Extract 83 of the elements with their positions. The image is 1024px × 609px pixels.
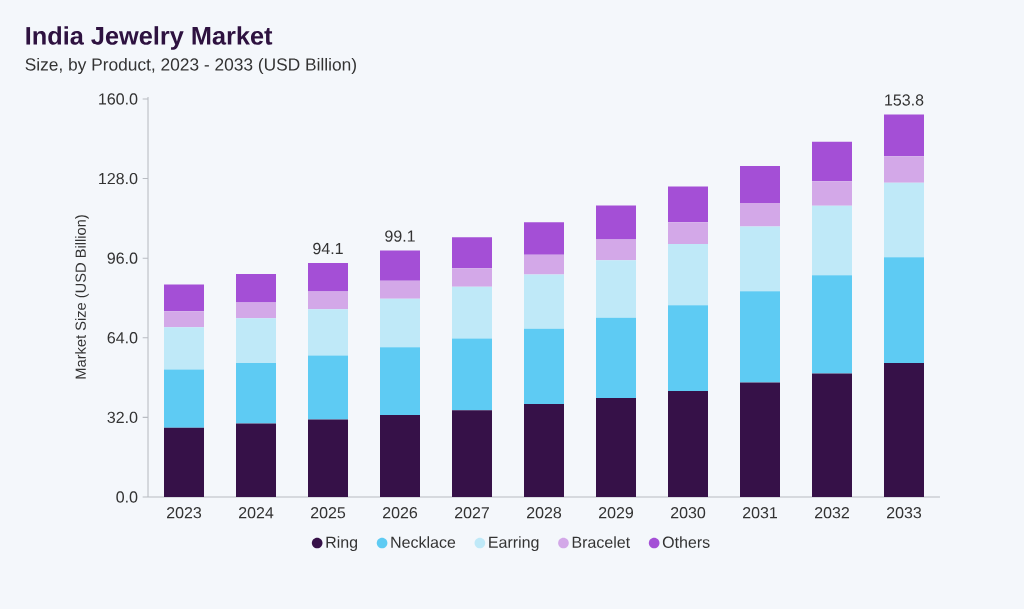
- bar: [524, 403, 564, 497]
- legend-label: Bracelet: [572, 536, 631, 548]
- bar: [452, 237, 493, 269]
- x-tick-label: 2027: [455, 507, 489, 519]
- bar: [308, 262, 349, 292]
- bar: [164, 427, 205, 497]
- legend-label: Others: [662, 536, 710, 548]
- bar: [236, 423, 276, 497]
- x-tick-label: 2033: [887, 507, 922, 519]
- y-tick-label: 128.0: [99, 172, 138, 185]
- bar: [596, 260, 636, 318]
- bar: [812, 141, 852, 182]
- bar: [740, 291, 780, 383]
- bar: [596, 239, 636, 261]
- x-tick-label: 2029: [599, 507, 634, 519]
- total-label: 153.8: [885, 94, 924, 106]
- y-tick-label: 32.0: [107, 411, 138, 424]
- bar: [524, 274, 564, 329]
- bar: [236, 302, 276, 319]
- bar: [164, 369, 205, 428]
- x-tick-label: 2032: [815, 507, 849, 519]
- bar: [164, 284, 205, 312]
- x-tick-label: 2024: [239, 507, 274, 519]
- bar: [740, 382, 780, 497]
- y-tick-label: 160.0: [99, 93, 138, 105]
- bar: [812, 373, 852, 497]
- bar: [236, 362, 276, 424]
- bar: [884, 257, 924, 363]
- bar: [812, 205, 852, 276]
- bar: [884, 362, 924, 497]
- bar: [524, 254, 564, 275]
- bar: [308, 419, 349, 497]
- bar: [596, 397, 636, 497]
- bar: [164, 327, 205, 370]
- legend-label: Necklace: [391, 536, 456, 548]
- bar: [452, 268, 493, 287]
- bar: [380, 298, 420, 348]
- bar: [812, 275, 852, 374]
- x-tick-label: 2026: [383, 507, 418, 519]
- y-tick-label: 96.0: [107, 252, 138, 264]
- bar: [308, 291, 349, 310]
- total-label: 94.1: [313, 242, 343, 255]
- bar: [884, 182, 924, 258]
- x-tick-label: 2028: [527, 507, 562, 519]
- bar: [668, 222, 708, 244]
- bar: [236, 318, 276, 363]
- bar: [668, 244, 708, 306]
- bar: [812, 181, 852, 206]
- bar: [308, 355, 349, 420]
- bar: [380, 347, 420, 415]
- bar: [452, 338, 493, 411]
- bar: [740, 165, 780, 203]
- legend-label: Ring: [326, 536, 358, 552]
- bar: [668, 305, 708, 392]
- bar: [236, 274, 276, 303]
- bar: [524, 328, 564, 404]
- bar: [596, 205, 636, 240]
- bar: [164, 311, 205, 328]
- y-tick-label: 0.0: [116, 491, 138, 503]
- bar: [740, 202, 780, 227]
- legend-label: Earring: [489, 536, 539, 552]
- x-tick-label: 2025: [311, 507, 346, 519]
- bar: [524, 222, 564, 255]
- bar: [884, 156, 924, 183]
- bar: [452, 286, 493, 339]
- x-tick-label: 2023: [167, 507, 202, 519]
- y-tick-label: 64.0: [107, 332, 138, 344]
- x-tick-label: 2031: [743, 507, 778, 519]
- bar: [308, 309, 349, 356]
- bar: [452, 410, 493, 497]
- bar: [380, 280, 420, 299]
- chart-title: India Jewelry Market: [26, 26, 273, 50]
- bar: [380, 250, 420, 281]
- chart-subtitle: Size, by Product, 2023 - 2033 (USD Billion): [25, 57, 356, 75]
- bar: [380, 414, 420, 497]
- y-axis-title: Market Size (USD Billion): [75, 215, 89, 379]
- bar: [668, 391, 708, 497]
- bar: [884, 114, 924, 157]
- total-label: 99.1: [385, 230, 415, 242]
- bar: [596, 317, 636, 398]
- x-tick-label: 2030: [671, 507, 706, 519]
- bar: [668, 186, 708, 223]
- bar: [740, 226, 780, 292]
